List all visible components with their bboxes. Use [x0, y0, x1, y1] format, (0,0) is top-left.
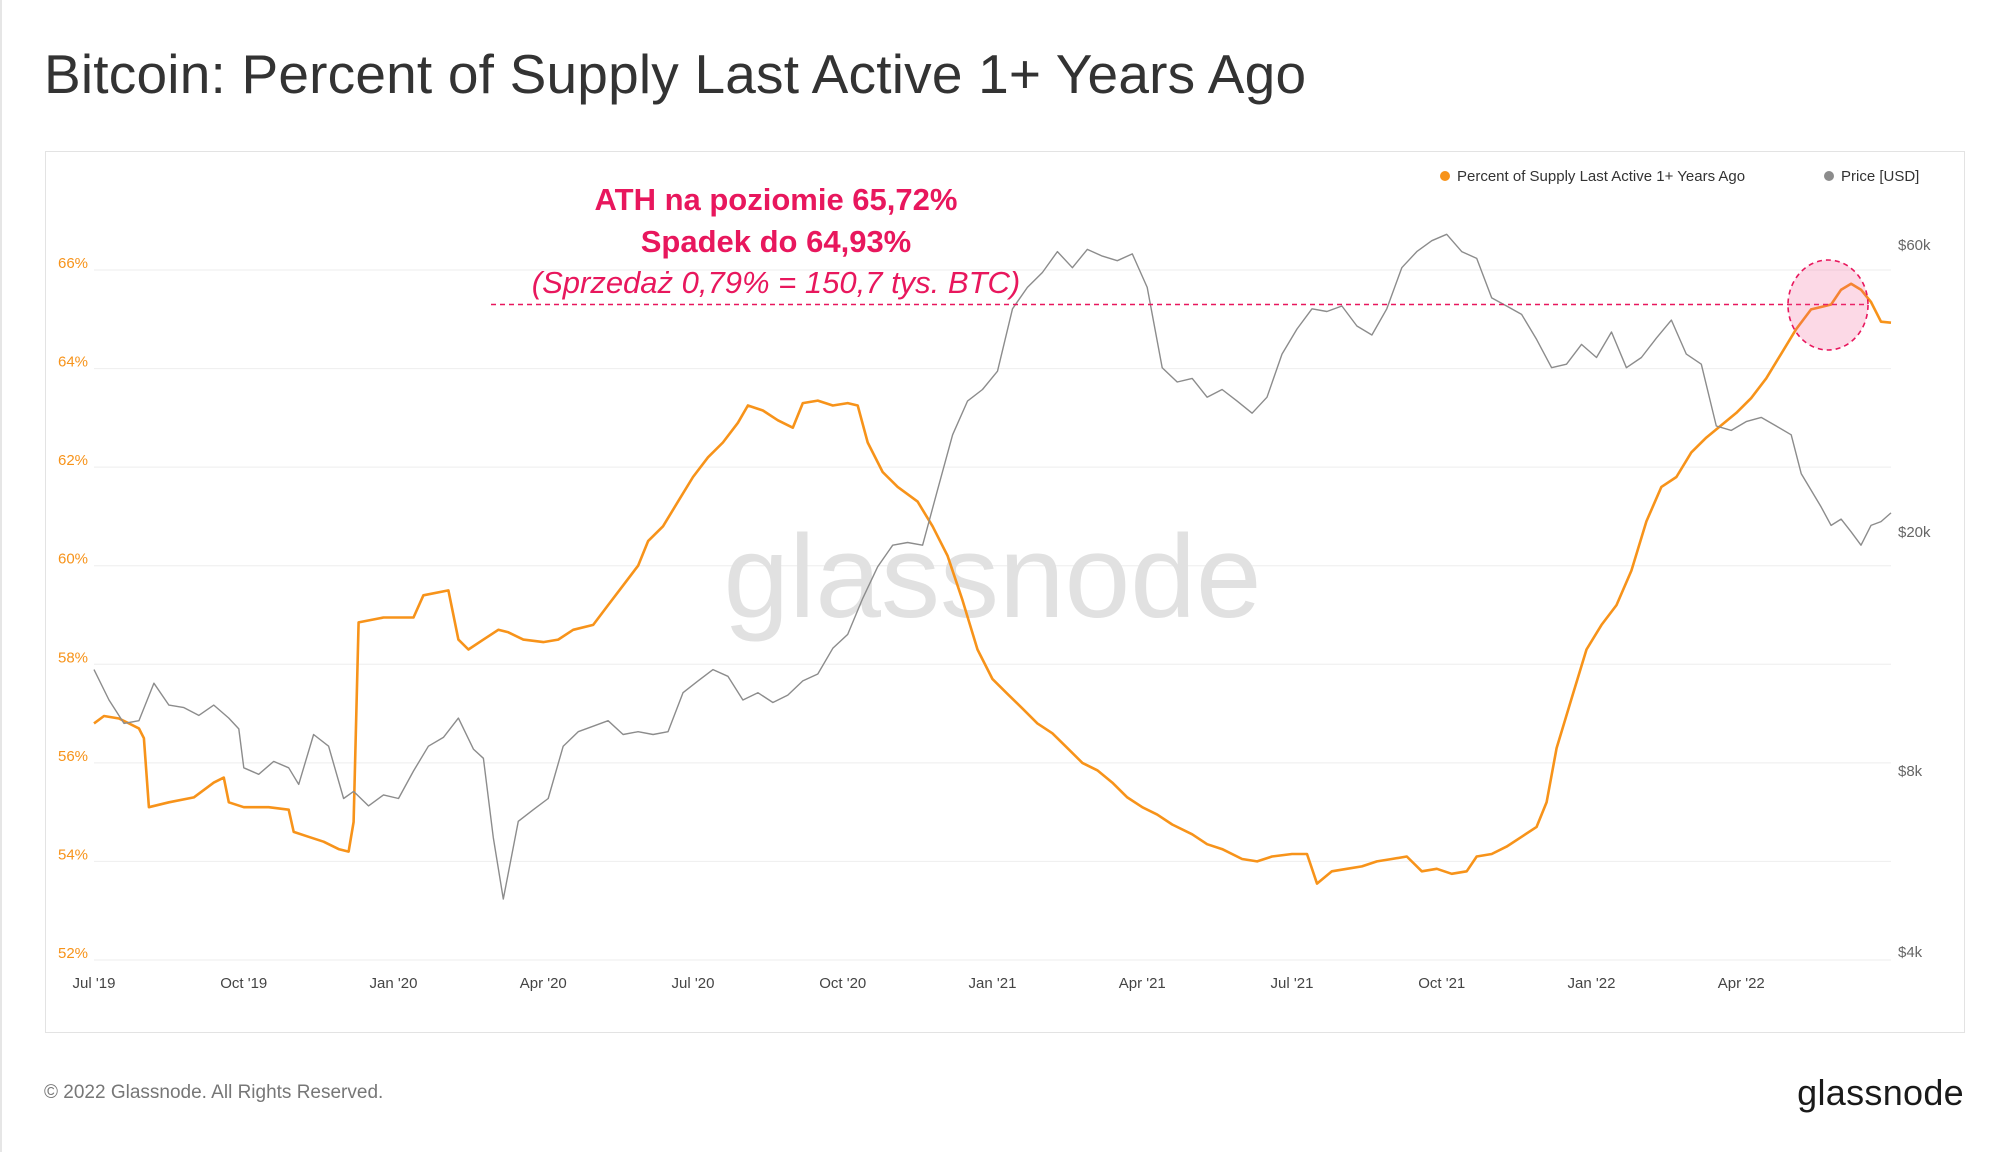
- y-left-tick-label: 56%: [58, 748, 88, 765]
- price-series-line: [93, 233, 1892, 900]
- annotation-ath: ATH na poziomie 65,72%: [595, 182, 958, 217]
- x-tick-label: Apr '22: [1718, 975, 1765, 992]
- x-tick-label: Oct '21: [1418, 975, 1465, 992]
- x-tick-label: Jan '22: [1568, 975, 1616, 992]
- y-right-tick-label: $60k: [1898, 237, 1931, 254]
- copyright-text: © 2022 Glassnode. All Rights Reserved.: [44, 1082, 384, 1103]
- annotation-sale: (Sprzedaż 0,79% = 150,7 tys. BTC): [532, 265, 1020, 300]
- y-left-tick-label: 52%: [58, 945, 88, 962]
- supply-series-line: [93, 282, 1892, 885]
- x-tick-label: Apr '21: [1119, 975, 1166, 992]
- legend-supply-label: Percent of Supply Last Active 1+ Years A…: [1457, 168, 1745, 185]
- y-left-tick-label: 64%: [58, 354, 88, 371]
- chart-canvas: glassnode 52% 54% 56% 58% 60% 62% 64% 66% $4k $8k $…: [58, 168, 1931, 992]
- ath-highlight-circle: [1787, 259, 1869, 351]
- watermark-text: glassnode: [724, 511, 1262, 643]
- y-right-tick-label: $20k: [1898, 524, 1931, 541]
- x-tick-label: Apr '20: [520, 975, 567, 992]
- y-left-tick-label: 62%: [58, 452, 88, 469]
- y-left-tick-label: 58%: [58, 649, 88, 666]
- left-edge-line: [0, 0, 2, 1152]
- y-right-tick-label: $8k: [1898, 763, 1923, 780]
- x-tick-label: Oct '19: [220, 975, 267, 992]
- x-tick-label: Oct '20: [819, 975, 866, 992]
- glassnode-logo[interactable]: glassnode: [1797, 1072, 1964, 1113]
- y-left-tick-label: 60%: [58, 551, 88, 568]
- legend-price-marker: [1824, 171, 1834, 181]
- annotation-drop: Spadek do 64,93%: [641, 224, 912, 259]
- legend-price-label: Price [USD]: [1841, 168, 1919, 185]
- chart-frame: glassnode 52% 54% 56% 58% 60% 62% 64% 66% $4k $8k $…: [45, 151, 1965, 1033]
- x-tick-label: Jul '20: [672, 975, 715, 992]
- x-tick-label: Jan '21: [969, 975, 1017, 992]
- x-tick-label: Jan '20: [370, 975, 418, 992]
- y-left-tick-label: 54%: [58, 846, 88, 863]
- y-left-tick-label: 66%: [58, 255, 88, 272]
- legend-supply-marker: [1440, 171, 1450, 181]
- x-tick-label: Jul '21: [1271, 975, 1314, 992]
- page-title: Bitcoin: Percent of Supply Last Active 1…: [44, 43, 1307, 105]
- x-tick-label: Jul '19: [73, 975, 116, 992]
- y-right-tick-label: $4k: [1898, 944, 1923, 961]
